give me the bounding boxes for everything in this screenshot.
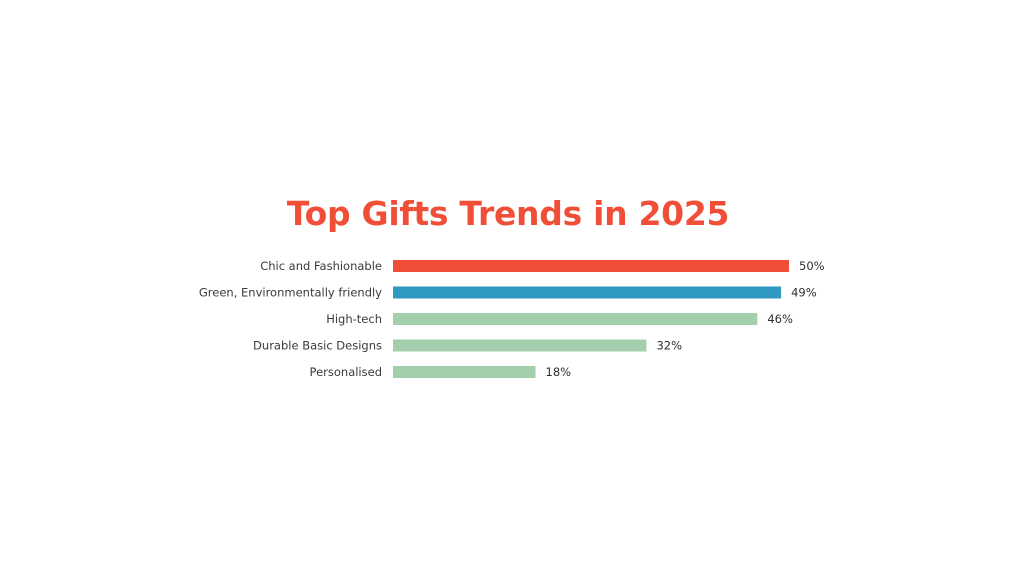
value-label: 18% — [546, 365, 572, 379]
bar — [393, 260, 789, 272]
bar-row: Chic and Fashionable 50% — [260, 259, 824, 273]
bar — [393, 313, 758, 325]
value-label: 46% — [767, 312, 793, 326]
value-label: 32% — [656, 339, 682, 353]
category-label: High-tech — [326, 312, 382, 326]
chart-title: Top Gifts Trends in 2025 — [286, 194, 730, 233]
category-label: Personalised — [310, 365, 382, 379]
category-label: Green, Environmentally friendly — [199, 286, 382, 300]
category-label: Durable Basic Designs — [253, 339, 382, 353]
category-label: Chic and Fashionable — [260, 259, 382, 273]
bar-row: Durable Basic Designs 32% — [253, 339, 682, 353]
bar — [393, 339, 647, 352]
value-label: 50% — [799, 259, 825, 273]
bar-row: Personalised 18% — [310, 365, 572, 379]
bar-row: Green, Environmentally friendly 49% — [199, 286, 817, 300]
bar — [393, 286, 782, 299]
bar — [393, 366, 536, 378]
bar-row: High-tech 46% — [326, 312, 793, 326]
value-label: 49% — [791, 286, 817, 300]
